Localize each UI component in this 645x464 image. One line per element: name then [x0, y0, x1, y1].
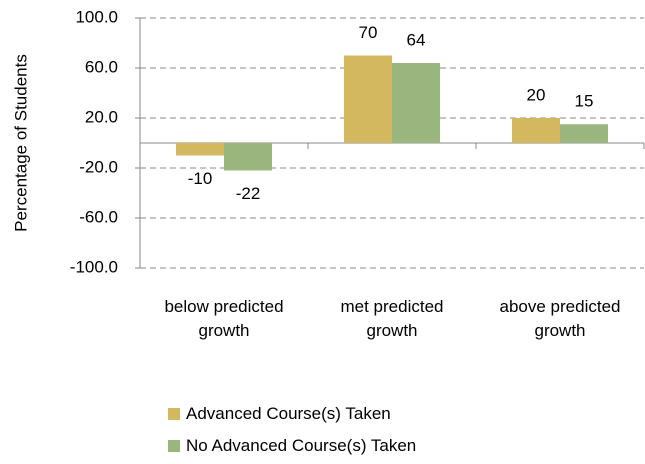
data-label: -10 [188, 169, 213, 188]
x-tick-label: above predicted growth [499, 297, 621, 340]
legend-swatch [168, 408, 180, 420]
legend-item: Advanced Course(s) Taken [168, 404, 391, 424]
legend-label: No Advanced Course(s) Taken [186, 436, 417, 455]
bar [176, 143, 224, 156]
bar [560, 124, 608, 143]
y-axis-title: Percentage of Students [11, 54, 30, 232]
legend-label: Advanced Course(s) Taken [186, 404, 391, 423]
data-label: 64 [407, 30, 426, 49]
y-tick-label: -100.0 [70, 257, 118, 276]
y-tick-label: -20.0 [79, 157, 118, 176]
bar [392, 63, 440, 143]
data-label: 20 [527, 85, 546, 104]
bar [512, 118, 560, 143]
y-tick-label: -60.0 [79, 207, 118, 226]
legend-swatch [168, 440, 180, 452]
legend-item: No Advanced Course(s) Taken [168, 436, 416, 456]
x-tick-label: met predicted growth [340, 297, 444, 340]
bar [224, 143, 272, 171]
y-tick-label: 60.0 [85, 57, 118, 76]
x-tick-label: below predicted growth [164, 297, 284, 340]
data-label: -22 [236, 184, 261, 203]
data-label: 15 [575, 92, 594, 111]
y-tick-label: 20.0 [85, 107, 118, 126]
bar [344, 55, 392, 143]
y-tick-label: 100.0 [75, 7, 118, 26]
data-label: 70 [359, 23, 378, 42]
